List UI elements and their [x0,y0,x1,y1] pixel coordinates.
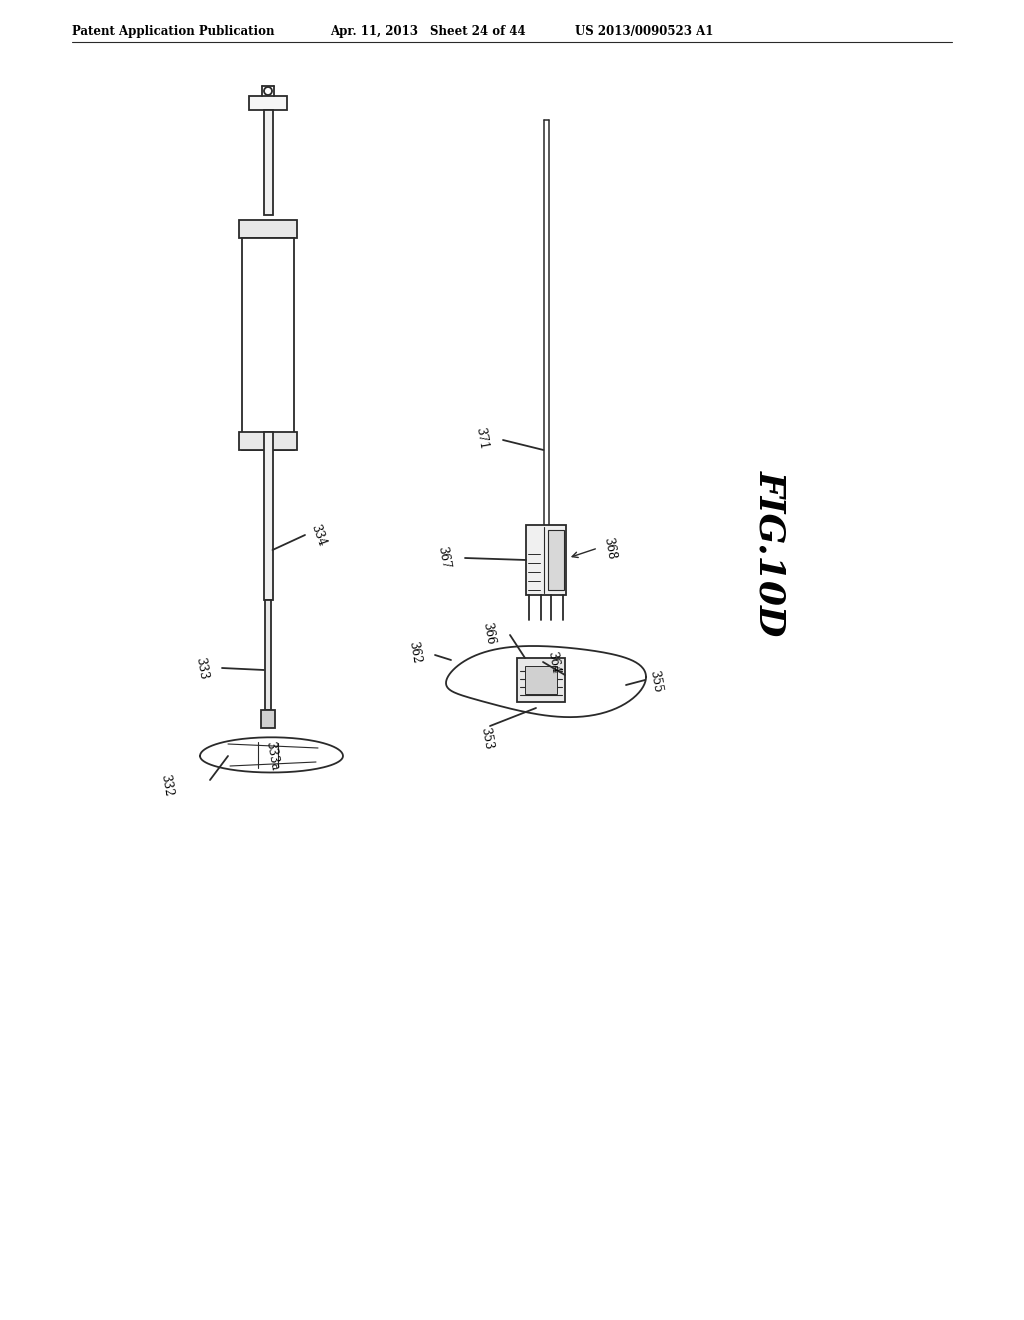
Bar [263,110,272,215]
Bar [239,432,297,450]
Text: 362: 362 [407,640,423,664]
Bar [261,710,275,729]
Text: Apr. 11, 2013: Apr. 11, 2013 [330,25,418,38]
Text: 355: 355 [647,669,664,693]
Bar [242,238,294,450]
Circle shape [264,87,272,95]
Bar [548,531,564,590]
Text: 368: 368 [601,536,617,560]
Text: FIG.10D: FIG.10D [753,470,787,636]
Text: 364: 364 [545,649,562,675]
Bar [249,96,287,110]
Bar [526,525,566,595]
Text: 371: 371 [473,426,490,450]
Text: 353: 353 [478,726,495,750]
Bar [525,667,557,694]
Bar [263,432,272,601]
Text: Patent Application Publication: Patent Application Publication [72,25,274,38]
Text: 332: 332 [159,772,175,797]
Text: 333a: 333a [263,741,281,771]
Bar [517,657,565,702]
Text: 366: 366 [480,620,497,645]
Text: 334: 334 [308,523,328,548]
Text: 367: 367 [435,545,452,569]
Text: US 2013/0090523 A1: US 2013/0090523 A1 [575,25,714,38]
Text: Sheet 24 of 44: Sheet 24 of 44 [430,25,525,38]
Text: 333: 333 [194,656,210,680]
Bar [239,220,297,238]
Bar [265,601,271,710]
